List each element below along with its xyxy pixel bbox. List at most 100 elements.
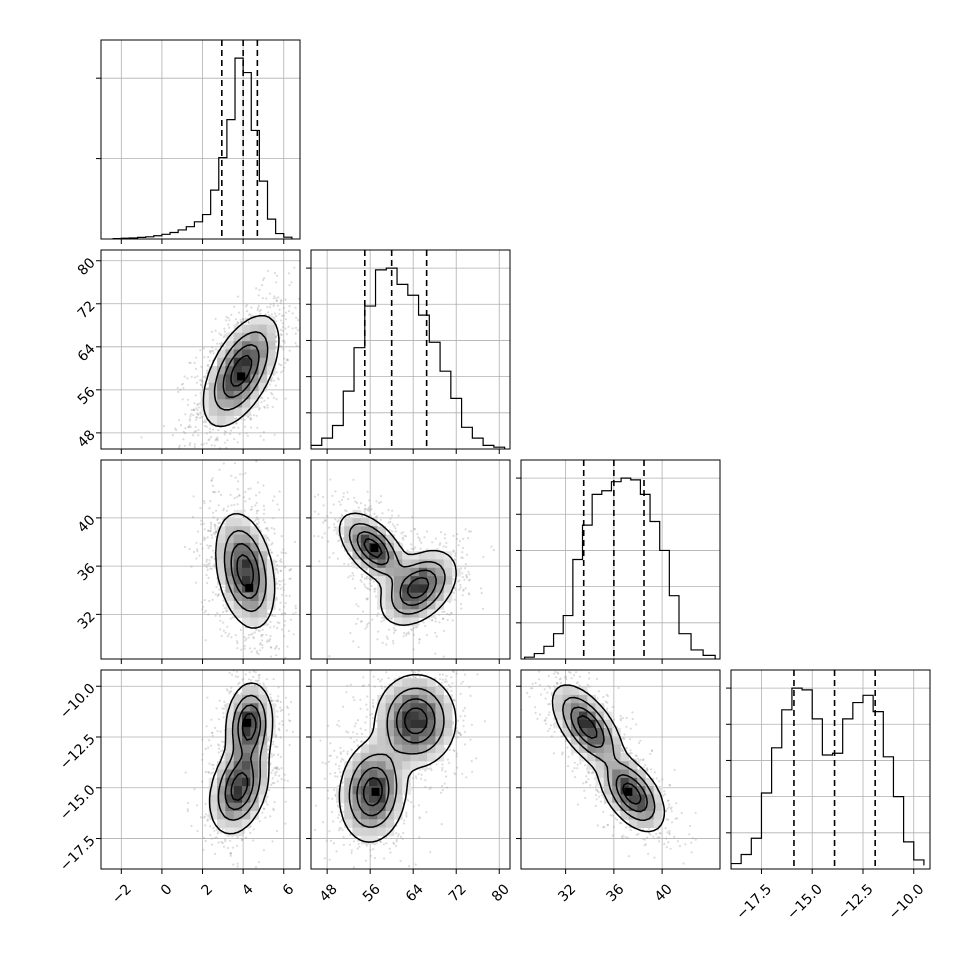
sample-point: [279, 700, 282, 704]
sample-point: [273, 379, 276, 382]
density-cell: [217, 374, 226, 384]
density-cell: [360, 534, 370, 544]
sample-point: [244, 318, 247, 321]
sample-point: [374, 595, 377, 598]
sample-point: [235, 640, 239, 643]
sample-point: [288, 594, 291, 598]
density-cell: [225, 407, 235, 417]
sample-point: [226, 689, 229, 692]
density-cell: [393, 551, 403, 560]
sample-point: [258, 643, 261, 646]
sample-point: [317, 535, 320, 538]
sample-point: [269, 378, 272, 381]
sample-point: [210, 479, 214, 482]
sample-point: [375, 515, 379, 518]
sample-point: [256, 426, 259, 429]
sample-point: [412, 548, 415, 551]
sample-point: [360, 514, 364, 517]
sample-point: [225, 663, 227, 665]
sample-point: [259, 435, 262, 438]
sample-point: [412, 648, 415, 651]
sample-point: [222, 585, 225, 589]
sample-point: [368, 577, 371, 580]
sample-point: [196, 469, 198, 471]
sample-point: [274, 646, 278, 649]
sample-point: [233, 503, 236, 506]
density-cell: [344, 518, 353, 527]
sample-point: [279, 736, 282, 739]
sample-point: [212, 349, 215, 352]
sample-point: [439, 542, 442, 545]
sample-point: [277, 296, 280, 299]
sample-point: [259, 308, 262, 312]
density-cell: [385, 551, 395, 560]
sample-point: [214, 530, 217, 534]
sample-point: [236, 642, 239, 645]
density-cell: [233, 382, 243, 392]
sample-point: [209, 351, 212, 354]
density-cell: [242, 567, 251, 577]
density-cell: [258, 316, 268, 325]
sample-point: [283, 611, 286, 615]
sample-point: [314, 269, 316, 271]
sample-point: [281, 723, 284, 727]
sample-point: [386, 637, 389, 640]
sample-point: [204, 537, 207, 540]
sample-point: [208, 559, 211, 562]
sample-point: [277, 686, 280, 689]
sample-point: [235, 844, 239, 848]
sample-point: [203, 502, 206, 505]
sample-point: [205, 442, 208, 445]
density-cell: [258, 341, 268, 350]
sample-point: [234, 476, 237, 479]
sample-point: [192, 408, 195, 411]
sample-point: [276, 569, 279, 572]
sample-point: [410, 628, 413, 631]
sample-point: [270, 551, 273, 554]
density-cell: [385, 534, 395, 544]
density-cell: [402, 584, 411, 594]
sample-point: [414, 626, 417, 629]
sample-point: [267, 737, 270, 741]
sample-point: [360, 580, 363, 583]
sample-point: [238, 432, 241, 436]
sample-point: [434, 631, 437, 635]
contour-line: [213, 331, 269, 411]
sample-point: [273, 295, 276, 298]
sample-point: [434, 652, 437, 655]
sample-point: [227, 316, 230, 319]
sample-point: [373, 590, 376, 593]
sample-point: [220, 333, 223, 337]
sample-point: [263, 406, 267, 409]
sample-point: [255, 512, 258, 515]
sample-point: [467, 592, 470, 595]
sample-point: [196, 530, 200, 533]
sample-point: [275, 735, 278, 738]
panel-frame: [310, 249, 511, 450]
sample-point: [351, 577, 354, 581]
sample-point: [249, 487, 252, 490]
sample-point: [317, 513, 320, 516]
density-cell: [233, 601, 243, 610]
y-tick-label: 80: [75, 255, 99, 279]
sample-point: [195, 412, 198, 415]
sample-point: [368, 499, 371, 502]
sample-point: [210, 330, 213, 333]
sample-point: [458, 588, 461, 591]
sample-point: [228, 319, 231, 322]
density-cell: [225, 518, 235, 527]
sample-point: [286, 359, 290, 362]
sample-point: [276, 767, 279, 770]
density-cell: [225, 391, 235, 400]
density-cell: [250, 576, 259, 585]
sample-point: [214, 317, 217, 320]
sample-point: [446, 612, 449, 616]
sample-point: [468, 593, 471, 596]
sample-point: [280, 299, 283, 302]
sample-point: [205, 388, 208, 391]
sample-point: [219, 619, 222, 622]
sample-point: [239, 473, 242, 476]
sample-point: [183, 375, 186, 378]
sample-point: [275, 644, 278, 648]
sample-point: [222, 712, 225, 715]
